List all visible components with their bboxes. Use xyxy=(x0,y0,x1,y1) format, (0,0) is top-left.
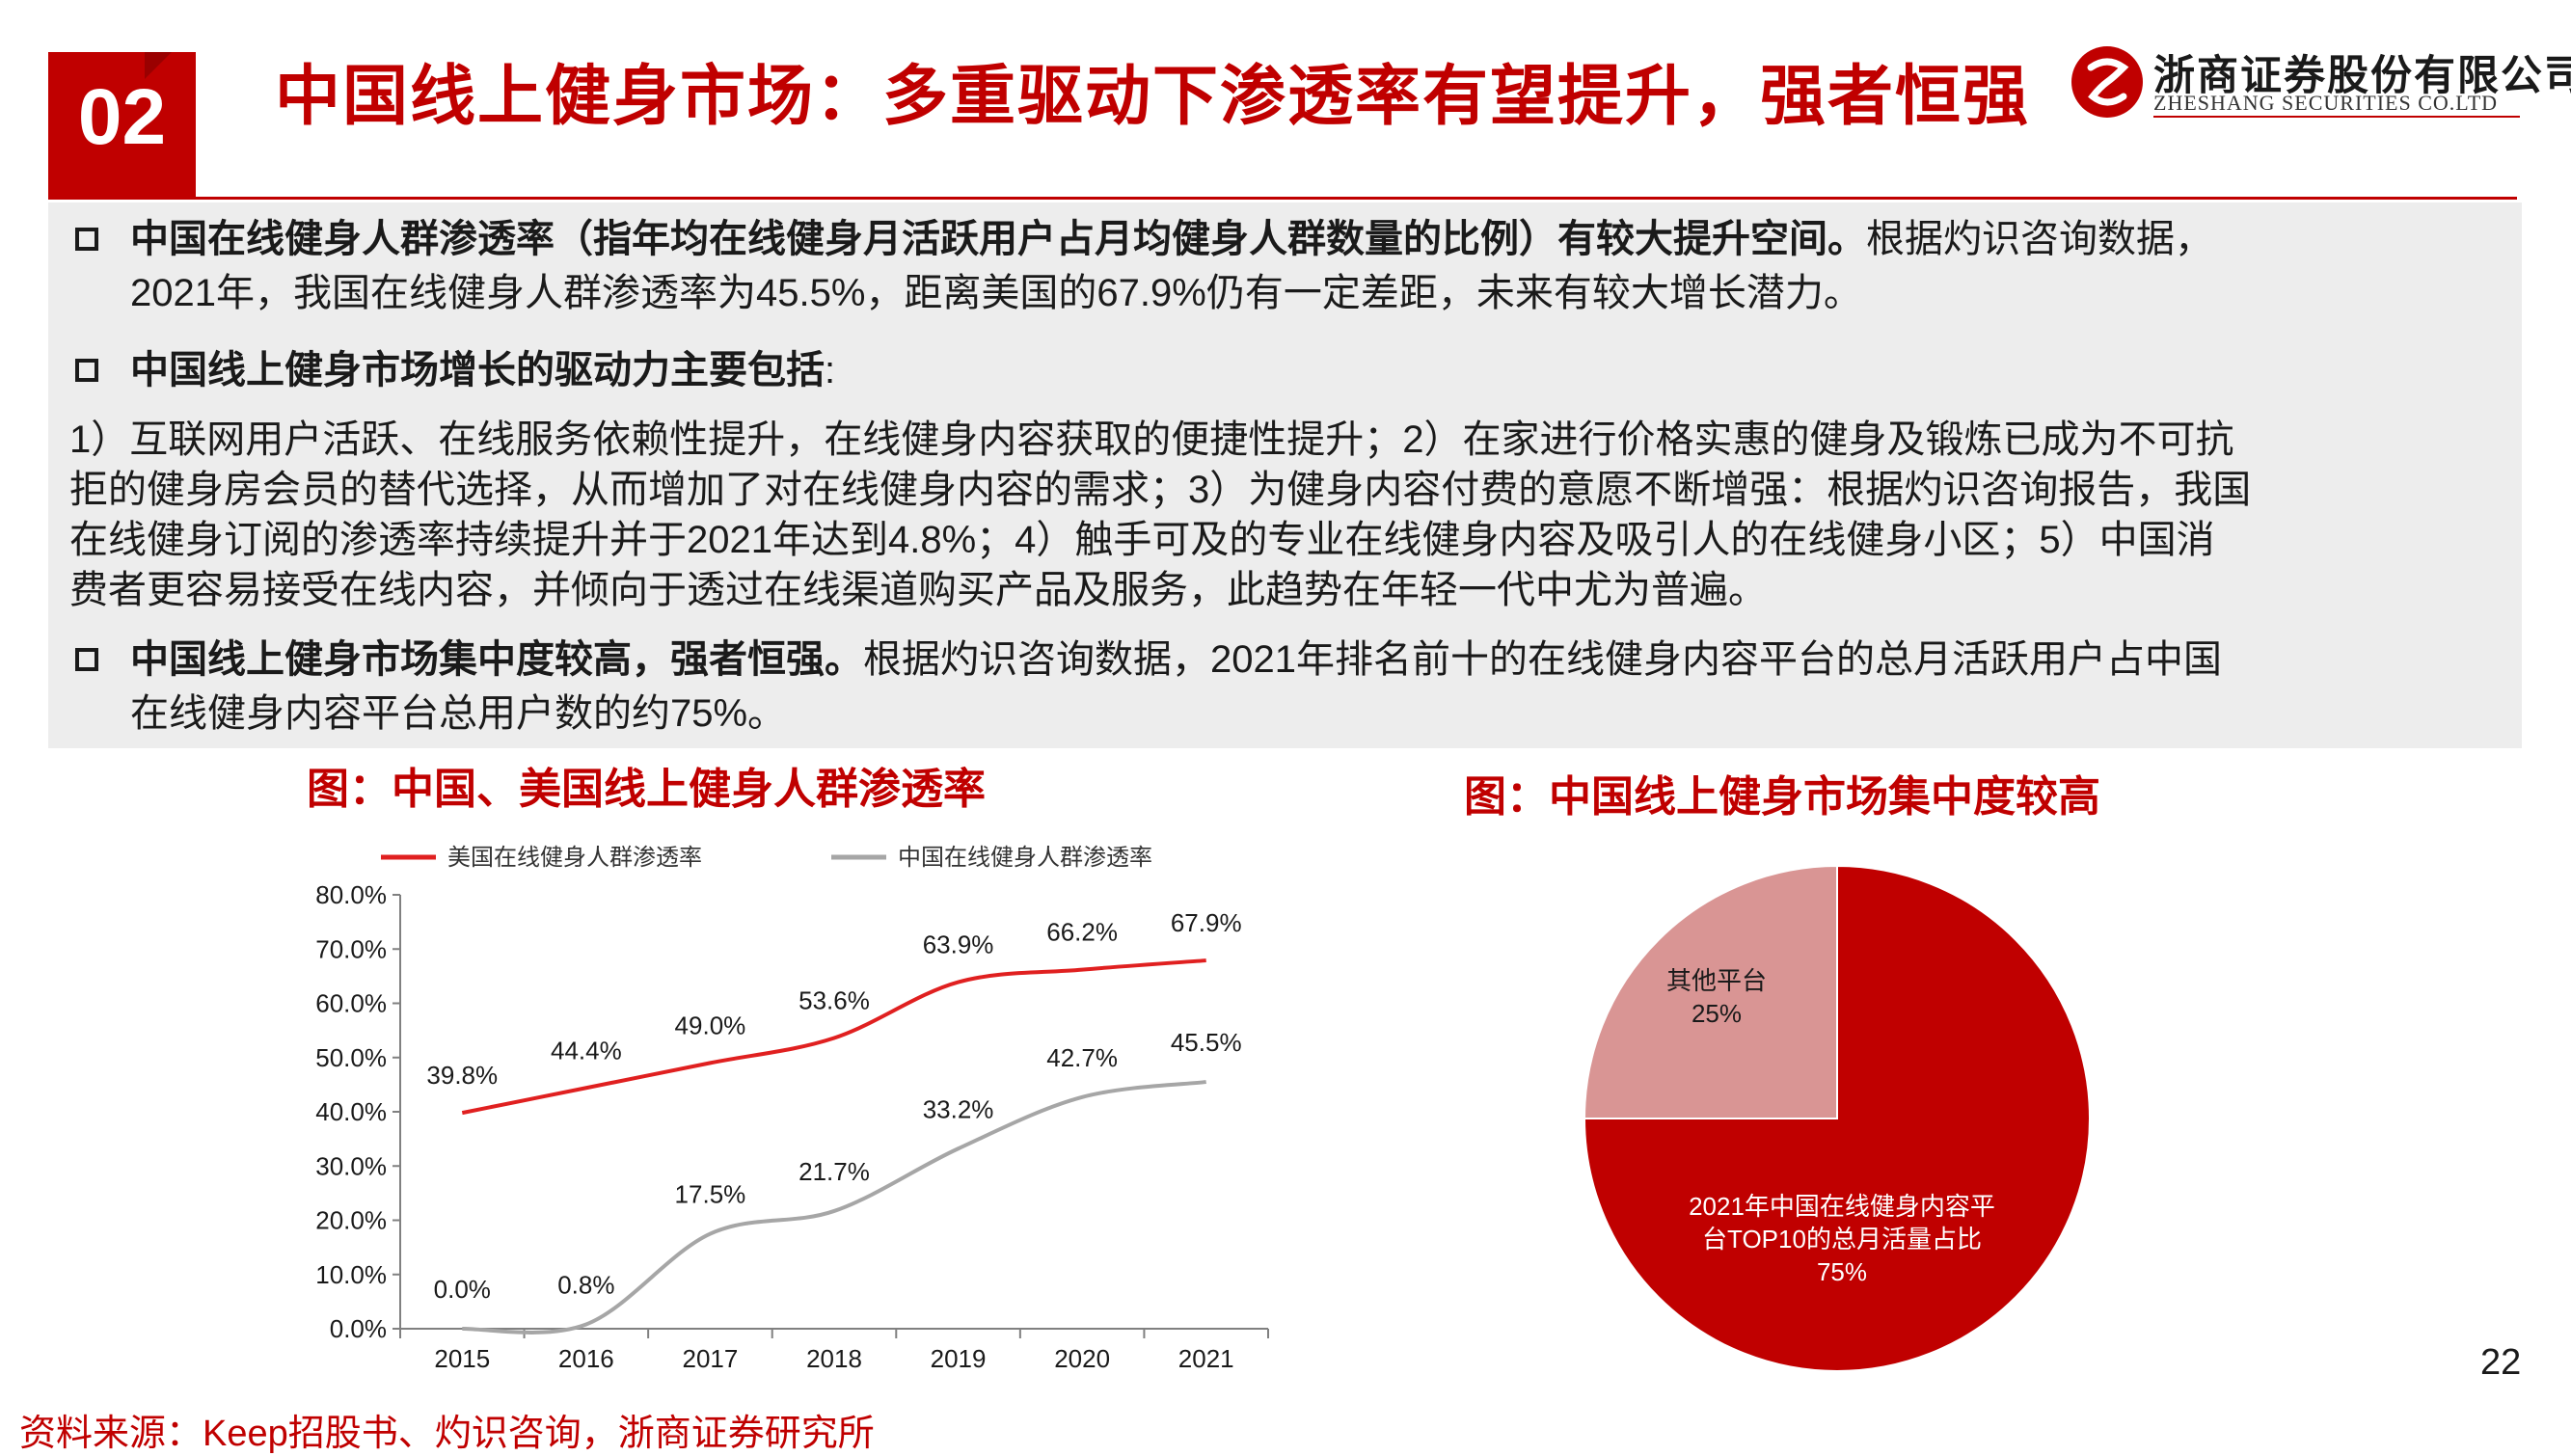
section-number: 02 xyxy=(77,73,167,161)
legend-label-us: 美国在线健身人群渗透率 xyxy=(447,845,702,871)
y-tick-label: 0.0% xyxy=(330,1314,387,1343)
logo-mark-icon xyxy=(2087,58,2129,106)
bullet3-text-a: 根据灼识咨询数据，2021年排名前十的在线健身内容平台的总月活跃用户占中国 xyxy=(863,638,2222,681)
x-tick-label: 2016 xyxy=(558,1344,614,1373)
pie-label-top10: 75% xyxy=(1817,1257,1867,1286)
legend-label-cn: 中国在线健身人群渗透率 xyxy=(898,845,1152,871)
pie-chart-title: 图：中国线上健身市场集中度较高 xyxy=(1464,773,2100,821)
bullet-checkbox-icon xyxy=(75,359,98,382)
data-label: 21.7% xyxy=(798,1157,870,1186)
y-tick-label: 50.0% xyxy=(315,1043,387,1072)
line-chart: 美国在线健身人群渗透率 中国在线健身人群渗透率 0.0% 10.0% 20.0% 30… xyxy=(315,845,1269,1373)
bullet-checkbox-icon xyxy=(75,648,98,671)
data-label: 66.2% xyxy=(1046,918,1118,947)
page-number: 22 xyxy=(2480,1342,2522,1383)
driver-line-4: 费者更容易接受在线内容，并倾向于透过在线渠道购买产品及服务，此趋势在年轻一代中尤… xyxy=(69,569,1767,611)
bullet2-bold: 中国线上健身市场增长的驱动力主要包括 xyxy=(130,349,825,391)
logo-underline xyxy=(2153,116,2520,118)
bullet2-colon: : xyxy=(825,349,836,391)
bullet-checkbox-icon xyxy=(75,228,98,251)
pie-label-top10: 台TOP10的总月活量占比 xyxy=(1702,1225,1982,1254)
company-logo-icon xyxy=(2071,46,2143,118)
bullet1-text-b: 2021年，我国在线健身人群渗透率为45.5%，距离美国的67.9%仍有一定差距… xyxy=(130,272,1862,314)
series-line-us xyxy=(461,958,1206,1116)
pie-slice-other xyxy=(1583,864,1838,1119)
pie-label-top10: 2021年中国在线健身内容平 xyxy=(1689,1192,1995,1221)
y-tick-label: 60.0% xyxy=(315,989,387,1018)
data-label: 44.4% xyxy=(551,1036,622,1065)
line-chart-title: 图：中国、美国线上健身人群渗透率 xyxy=(307,766,986,813)
page-title: 中国线上健身市场：多重驱动下渗透率有望提升，强者恒强 xyxy=(275,60,2031,133)
y-tick-label: 40.0% xyxy=(315,1097,387,1126)
data-label: 63.9% xyxy=(923,930,994,959)
line-chart-legend: 美国在线健身人群渗透率 中国在线健身人群渗透率 xyxy=(381,845,1152,871)
x-tick-label: 2021 xyxy=(1178,1344,1234,1373)
data-label: 0.8% xyxy=(557,1271,614,1300)
y-tick-label: 20.0% xyxy=(315,1206,387,1235)
bullet2: 中国线上健身市场增长的驱动力主要包括: xyxy=(130,345,835,395)
y-tick-label: 10.0% xyxy=(315,1260,387,1289)
data-label: 0.0% xyxy=(434,1275,491,1304)
bullet1-line1: 中国在线健身人群渗透率（指年均在线健身月活跃用户占月均健身人群数量的比例）有较大… xyxy=(130,214,2213,264)
y-tick-label: 70.0% xyxy=(315,934,387,963)
x-tick-label: 2018 xyxy=(806,1344,862,1373)
company-name-en: ZHESHANG SECURITIES CO.LTD xyxy=(2153,91,2499,115)
x-tick-label: 2015 xyxy=(434,1344,490,1373)
y-tick-label: 30.0% xyxy=(315,1151,387,1180)
line-chart-data-labels: 39.8% 44.4% 49.0% 53.6% 63.9% 66.2% 67.9% 0.0% 0… xyxy=(426,908,1241,1304)
bullet3-bold: 中国线上健身市场集中度较高，强者恒强。 xyxy=(130,638,863,681)
driver-line-2: 拒的健身房会员的替代选择，从而增加了对在线健身内容的需求；3）为健身内容付费的意… xyxy=(69,469,2252,511)
pie-label-other: 其他平台 xyxy=(1666,966,1767,995)
driver-line-3: 在线健身订阅的渗透率持续提升并于2021年达到4.8%；4）触手可及的专业在线健… xyxy=(69,519,2215,561)
x-tick-label: 2020 xyxy=(1054,1344,1110,1373)
data-label: 17.5% xyxy=(675,1180,746,1209)
data-label: 53.6% xyxy=(798,986,870,1015)
title-divider xyxy=(48,197,2517,200)
bullet3-line1: 中国线上健身市场集中度较高，强者恒强。根据灼识咨询数据，2021年排名前十的在线… xyxy=(130,634,2222,685)
data-label: 42.7% xyxy=(1046,1043,1118,1072)
data-label: 49.0% xyxy=(675,1011,746,1039)
y-tick-label: 80.0% xyxy=(315,880,387,909)
line-chart-axes: 0.0% 10.0% 20.0% 30.0% 40.0% 50.0% 60.0% 70.0% 8… xyxy=(315,880,1269,1373)
pie-slice-top10 xyxy=(1583,864,2091,1372)
source-note: 资料来源：Keep招股书、灼识咨询，浙商证券研究所 xyxy=(19,1414,875,1454)
company-name-cn: 浙商证券股份有限公司 xyxy=(2153,53,2571,99)
data-label: 39.8% xyxy=(426,1061,498,1090)
summary-box xyxy=(48,202,2522,748)
line-chart-series xyxy=(461,958,1206,1335)
data-label: 67.9% xyxy=(1171,908,1242,937)
bullet3-text-b: 在线健身内容平台总用户数的约75%。 xyxy=(130,692,787,735)
data-label: 33.2% xyxy=(923,1094,994,1123)
x-tick-label: 2017 xyxy=(683,1344,739,1373)
driver-line-1: 1）互联网用户活跃、在线服务依赖性提升，在线健身内容获取的便捷性提升；2）在家进… xyxy=(69,418,2234,461)
bullet1-text-a: 根据灼识咨询数据， xyxy=(1866,218,2213,260)
pie-slices xyxy=(1583,864,2091,1372)
data-label: 45.5% xyxy=(1171,1028,1242,1057)
x-tick-label: 2019 xyxy=(931,1344,987,1373)
series-line-cn xyxy=(462,1080,1206,1335)
bullet1-bold: 中国在线健身人群渗透率（指年均在线健身月活跃用户占月均健身人群数量的比例）有较大… xyxy=(130,218,1866,260)
badge-corner xyxy=(145,52,172,79)
pie-label-other: 25% xyxy=(1691,999,1742,1028)
